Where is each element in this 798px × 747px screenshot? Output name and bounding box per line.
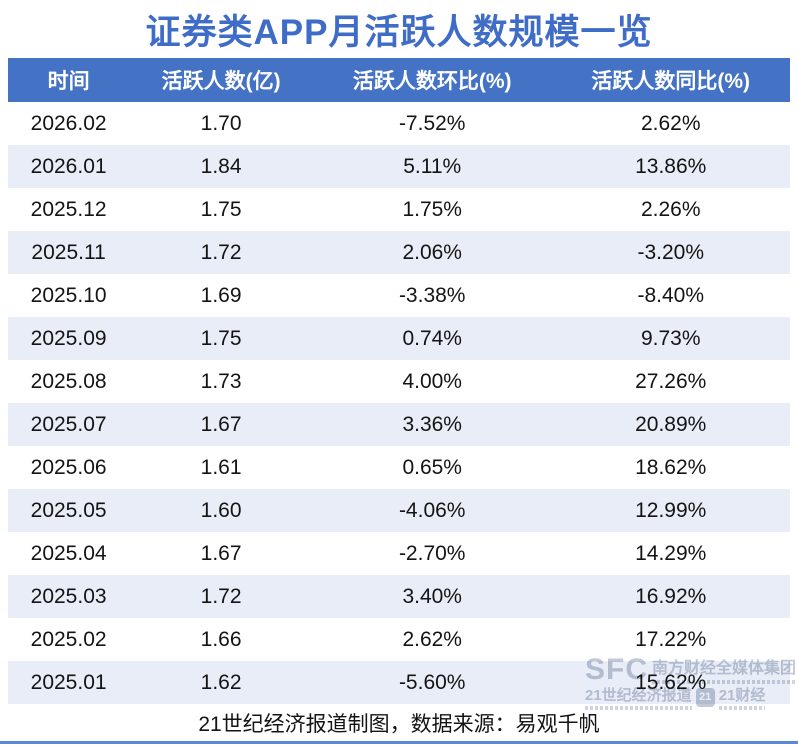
cell: -5.60%: [398, 670, 466, 694]
cell: 2025.08: [30, 369, 107, 393]
cell: 2025.01: [30, 670, 107, 694]
table-row: 2025.05 1.60 -4.06% 12.99%: [8, 489, 790, 532]
cell: -3.38%: [398, 283, 466, 307]
cell: 4.00%: [402, 369, 462, 393]
cell: 9.73%: [640, 326, 701, 350]
cell: 18.62%: [635, 455, 707, 479]
table-body: 2026.02 1.70 -7.52% 2.62% 2026.01 1.84 5.11% 13…: [8, 102, 790, 704]
cell: 1.72: [200, 584, 242, 608]
cell: 2025.11: [31, 240, 106, 264]
cell: 1.72: [200, 240, 242, 264]
table-row: 2025.06 1.61 0.65% 18.62%: [8, 446, 790, 489]
cell: 1.75: [200, 197, 242, 221]
source-note: 21世纪经济报道制图，数据来源：易观千帆: [198, 713, 600, 736]
cell: 14.29%: [635, 541, 707, 565]
cell: 1.61: [200, 455, 242, 479]
column-header-3: 活跃人数同比(%): [551, 58, 790, 102]
cell: 1.69: [200, 283, 242, 307]
cell: 27.26%: [635, 369, 707, 393]
table-row: 2026.02 1.70 -7.52% 2.62%: [8, 102, 790, 145]
column-header-0: 时间: [8, 58, 130, 102]
cell: 1.67: [200, 541, 242, 565]
table-row: 2025.01 1.62 -5.60% 15.62%: [8, 661, 790, 704]
cell: 1.84: [200, 154, 242, 178]
cell: 16.92%: [635, 584, 707, 608]
cell: 1.67: [200, 412, 242, 436]
cell: 2026.02: [30, 111, 107, 135]
table-row: 2026.01 1.84 5.11% 13.86%: [8, 145, 790, 188]
cell: 13.86%: [635, 154, 707, 178]
cell: 2.26%: [640, 197, 701, 221]
column-header-2: 活跃人数环比(%): [312, 58, 552, 102]
cell: 1.60: [200, 498, 242, 522]
cell: 1.62: [200, 670, 242, 694]
data-table: 时间 活跃人数(亿) 活跃人数环比(%) 活跃人数同比(%) 2026.02 1.70 -…: [8, 58, 790, 704]
column-header-1: 活跃人数(亿): [129, 58, 313, 102]
cell: -2.70%: [398, 541, 466, 565]
cell: 17.22%: [635, 627, 707, 651]
cell: 1.66: [200, 627, 242, 651]
cell: 5.11%: [403, 154, 462, 178]
cell: 1.73: [200, 369, 242, 393]
cell: 2025.10: [30, 283, 107, 307]
cell: 0.65%: [402, 455, 462, 479]
cell: 2.62%: [640, 111, 701, 135]
table-row: 2025.08 1.73 4.00% 27.26%: [8, 360, 790, 403]
table-row: 2025.04 1.67 -2.70% 14.29%: [8, 532, 790, 575]
cell: -7.52%: [398, 111, 466, 135]
cell: 2.62%: [402, 627, 462, 651]
cell: -3.20%: [637, 240, 704, 264]
cell: 15.62%: [635, 670, 707, 694]
cell: 1.75%: [402, 197, 462, 221]
table-row: 2025.03 1.72 3.40% 16.92%: [8, 575, 790, 618]
cell: 2025.02: [30, 627, 107, 651]
cell: 3.40%: [402, 584, 462, 608]
cell: 12.99%: [635, 498, 707, 522]
bottom-divider: [0, 741, 798, 744]
cell: 2025.12: [30, 197, 107, 221]
cell: 1.75: [200, 326, 242, 350]
cell: 20.89%: [635, 412, 707, 436]
table-row: 2025.10 1.69 -3.38% -8.40%: [8, 274, 790, 317]
cell: 2025.06: [30, 455, 107, 479]
table-row: 2025.02 1.66 2.62% 17.22%: [8, 618, 790, 661]
cell: 2026.01: [30, 154, 107, 178]
cell: 1.70: [200, 111, 242, 135]
cell: 0.74%: [402, 326, 462, 350]
table-row: 2025.09 1.75 0.74% 9.73%: [8, 317, 790, 360]
page-title: 证券类APP月活跃人数规模一览: [145, 12, 653, 52]
table-row: 2025.11 1.72 2.06% -3.20%: [8, 231, 790, 274]
cell: -4.06%: [398, 498, 466, 522]
cell: 3.36%: [402, 412, 462, 436]
table-row: 2025.12 1.75 1.75% 2.26%: [8, 188, 790, 231]
cell: 2025.03: [30, 584, 107, 608]
header-row: 时间 活跃人数(亿) 活跃人数环比(%) 活跃人数同比(%): [8, 58, 790, 102]
table-row: 2025.07 1.67 3.36% 20.89%: [8, 403, 790, 446]
cell: 2025.07: [30, 412, 107, 436]
cell: 2.06%: [402, 240, 462, 264]
cell: 2025.05: [30, 498, 107, 522]
cell: -8.40%: [637, 283, 704, 307]
cell: 2025.09: [30, 326, 107, 350]
cell: 2025.04: [30, 541, 107, 565]
